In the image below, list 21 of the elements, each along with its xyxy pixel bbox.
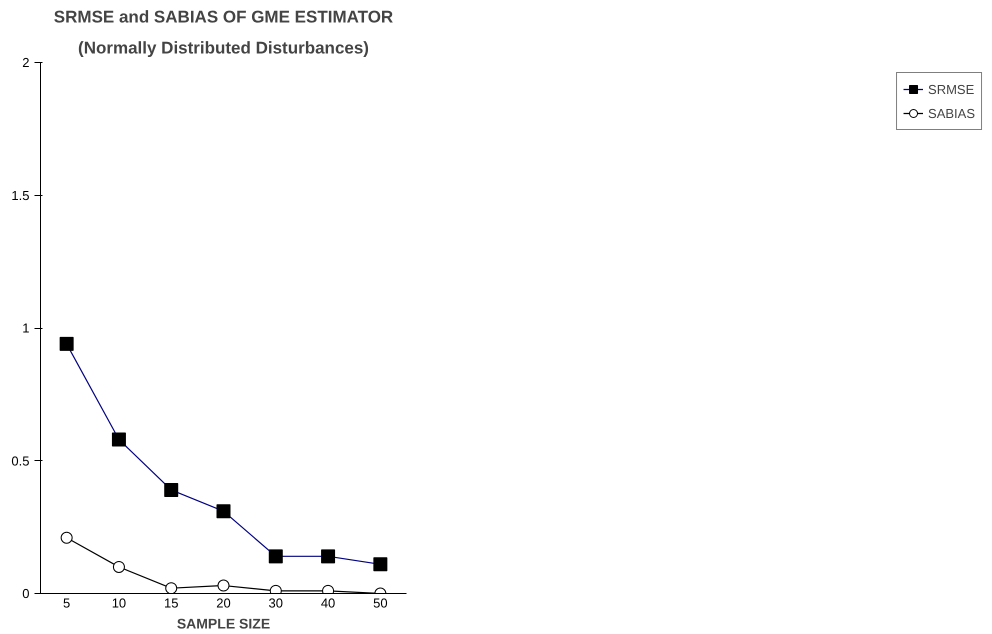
y-tick-label: 1 [22, 320, 30, 336]
x-tick-label: 15 [164, 596, 178, 610]
chart-title: SRMSE and SABIAS OF GME ESTIMATOR [54, 8, 394, 26]
legend-label: SRMSE [928, 82, 974, 96]
chart-subtitle: (Normally Distributed Disturbances) [78, 38, 369, 58]
legend-label: SABIAS [928, 106, 975, 120]
point [112, 560, 125, 573]
point [60, 532, 73, 544]
x-tick-label: 10 [112, 596, 126, 610]
y-tick-label: 0.5 [11, 453, 30, 468]
x-tick-label: 30 [268, 596, 284, 610]
point [165, 582, 178, 594]
x-axis-title: SAMPLE SIZE [176, 616, 270, 632]
y-tick-label: 0 [22, 586, 30, 601]
point [218, 580, 230, 592]
y-tick-label: 1.5 [11, 188, 30, 203]
y-tick-label: 2 [22, 55, 30, 70]
x-tick-label: 20 [216, 596, 231, 610]
x-tick-label: 5 [63, 596, 70, 610]
x-tick-label: 50 [373, 596, 388, 610]
x-tick-label: 40 [320, 596, 336, 610]
